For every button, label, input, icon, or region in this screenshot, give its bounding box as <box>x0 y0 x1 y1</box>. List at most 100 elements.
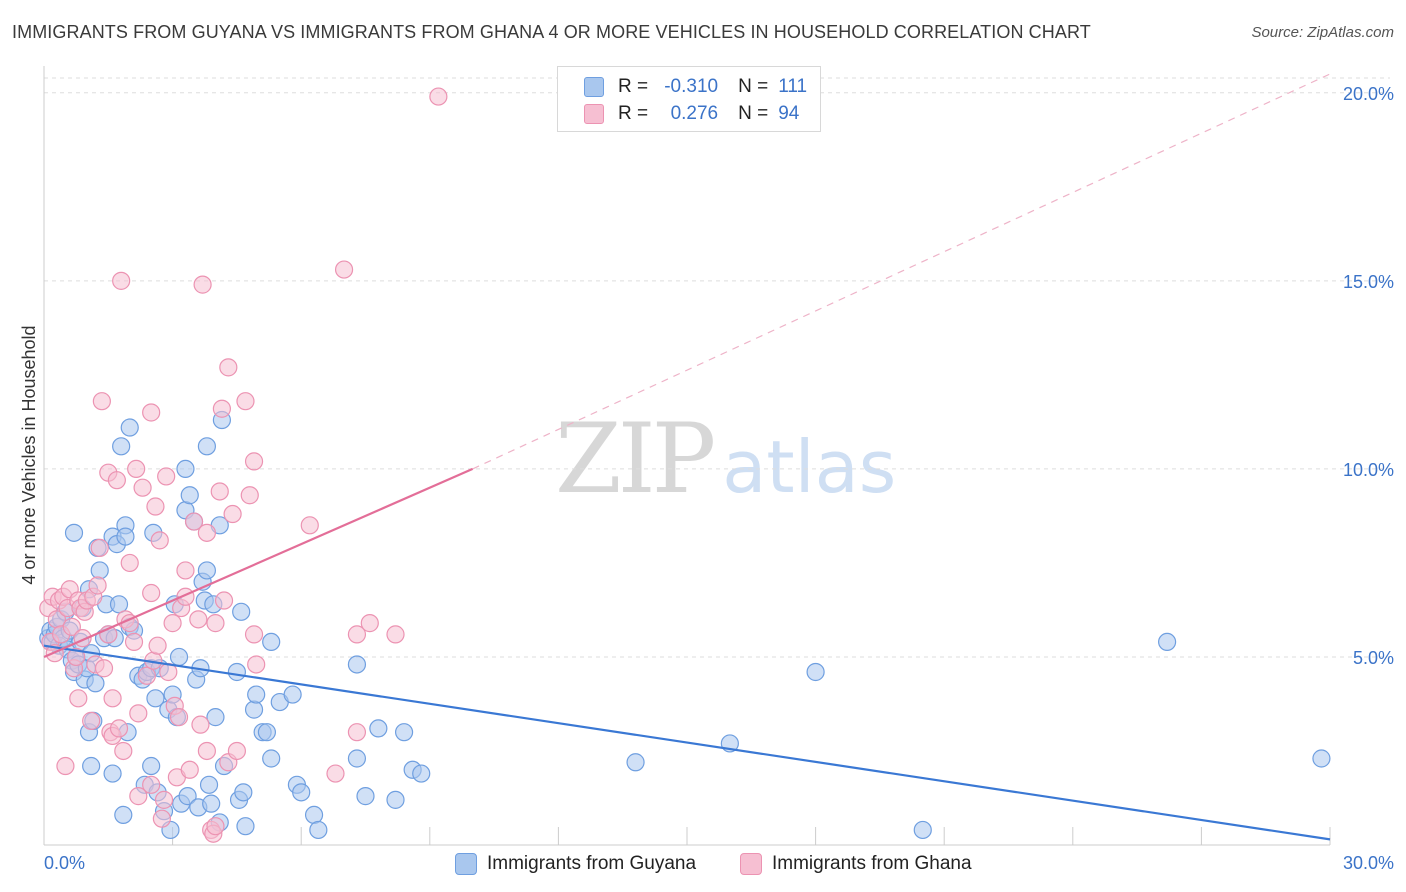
guyana-point <box>347 749 367 768</box>
ghana-point <box>244 452 264 471</box>
guyana-point <box>412 764 431 783</box>
guyana-trend-line <box>43 644 1331 841</box>
ghana-point <box>146 497 165 516</box>
ghana-point <box>180 760 199 779</box>
guyana-point <box>202 794 221 813</box>
guyana-point <box>234 783 253 802</box>
y-tick-label: 15.0% <box>1343 272 1394 292</box>
guyana-point <box>236 817 255 836</box>
guyana-point <box>142 756 161 776</box>
ghana-point <box>103 689 122 708</box>
guyana-legend-label: Immigrants from Guyana <box>487 853 697 874</box>
ghana-trend-extension <box>472 73 1331 470</box>
guyana-point <box>64 523 84 542</box>
guyana-point <box>103 764 122 783</box>
guyana-point <box>304 805 324 825</box>
ghana-legend-label: Immigrants from Ghana <box>772 853 972 874</box>
ghana-trend-line <box>43 467 474 658</box>
n-value: 111 <box>778 76 808 97</box>
ghana-point <box>82 711 101 730</box>
guyana-point <box>227 662 246 682</box>
ghana-point <box>92 392 111 411</box>
guyana-point <box>206 708 225 727</box>
guyana-point <box>626 753 645 772</box>
ghana-point <box>142 583 161 603</box>
ghana-point <box>247 655 266 674</box>
n-value: 94 <box>778 103 800 124</box>
guyana-point <box>146 689 165 708</box>
ghana-point <box>129 704 148 723</box>
trend-lines <box>43 73 1331 841</box>
guyana-point <box>262 749 281 768</box>
guyana-point <box>86 674 105 693</box>
ghana-point <box>124 632 144 652</box>
ghana-point <box>197 523 216 542</box>
ghana-point <box>142 403 161 422</box>
ghana-point <box>206 817 225 836</box>
bottom-legend-guyana: Immigrants from Guyana <box>455 852 696 876</box>
guyana-point <box>109 595 129 614</box>
r-label: R = <box>618 76 649 97</box>
ghana-point <box>176 561 195 580</box>
ghana-point <box>107 471 126 490</box>
ghana-point <box>163 614 182 633</box>
ghana-point <box>127 459 146 479</box>
ghana-point <box>300 516 319 535</box>
ghana-point <box>244 625 264 644</box>
ghana-point <box>219 358 238 377</box>
y-tick-label: 20.0% <box>1343 84 1394 104</box>
watermark: ZIP atlas <box>555 403 896 515</box>
ghana-point <box>157 467 176 486</box>
ghana-point <box>133 478 152 497</box>
r-value: -0.310 <box>664 76 719 97</box>
guyana-point <box>309 820 328 840</box>
ghana-point <box>67 647 86 667</box>
x-tick-label: 30.0% <box>1343 853 1394 873</box>
guyana-point <box>178 787 197 806</box>
guyana-point <box>913 820 932 840</box>
guyana-point <box>197 437 216 456</box>
guyana-point <box>806 662 825 682</box>
legend-row-guyana: R = -0.310 N = 111 <box>584 76 807 98</box>
ghana-swatch <box>584 104 604 124</box>
guyana-point <box>116 527 135 546</box>
watermark-atlas: atlas <box>722 425 897 509</box>
ghana-point <box>169 708 189 727</box>
tick-labels: 5.0% 10.0% 15.0% 20.0% 0.0% 30.0% <box>44 84 1394 873</box>
ghana-point <box>347 625 367 644</box>
ghana-points <box>39 87 448 843</box>
y-axis-label: 4 or more Vehicles in Household <box>19 325 39 584</box>
ghana-point <box>88 576 107 595</box>
guyana-point <box>90 561 109 580</box>
stats-legend: R = -0.310 N = 111 R = 0.276 N = 94 <box>557 66 821 132</box>
ghana-point <box>120 553 139 573</box>
ghana-point <box>112 271 131 290</box>
ghana-point <box>214 591 234 610</box>
ghana-point <box>197 741 216 761</box>
y-tick-label: 5.0% <box>1353 648 1394 668</box>
ghana-point <box>227 741 246 761</box>
guyana-point <box>1158 632 1177 652</box>
guyana-swatch <box>584 77 604 97</box>
ghana-point <box>152 809 171 828</box>
guyana-point <box>199 775 219 794</box>
guyana-point <box>112 437 131 456</box>
guyana-point <box>347 655 367 674</box>
ghana-point <box>360 614 379 633</box>
ghana-point <box>142 775 161 794</box>
ghana-point <box>223 504 242 524</box>
guyana-point <box>169 647 189 667</box>
ghana-point <box>62 617 81 636</box>
ghana-point <box>114 741 133 761</box>
ghana-point <box>137 666 156 685</box>
ghana-legend-swatch <box>740 853 762 875</box>
watermark-zip: ZIP <box>555 403 716 515</box>
guyana-point <box>114 805 133 825</box>
guyana-point <box>1312 749 1331 768</box>
grid-lines <box>44 77 1390 658</box>
guyana-points <box>39 410 1331 840</box>
ghana-point <box>189 610 208 629</box>
ghana-point <box>90 538 109 557</box>
legend-row-ghana: R = 0.276 N = 94 <box>584 103 799 125</box>
guyana-point <box>247 685 266 704</box>
